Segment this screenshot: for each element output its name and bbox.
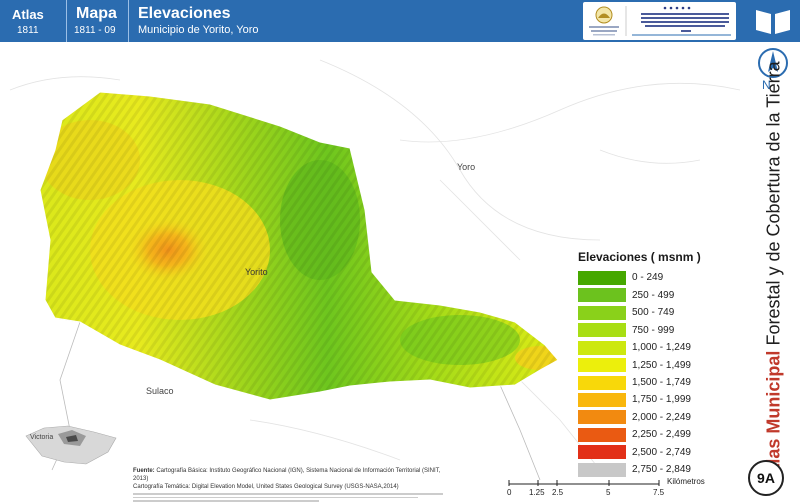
legend-swatch [578, 305, 626, 320]
vertical-title-rest: Forestal y de Cobertura de la Tierra [763, 61, 784, 351]
legend-item: 250 - 499 [578, 287, 738, 303]
legend-swatch [578, 392, 626, 407]
legend-label: 250 - 499 [632, 289, 675, 301]
legend-label: 750 - 999 [632, 324, 675, 336]
legend-label: 0 - 249 [632, 272, 664, 284]
legend-rows: 0 - 249 250 - 499 500 - 749 750 - 999 1,000 … [578, 270, 738, 478]
scale-tick-4: 7.5 [653, 488, 665, 497]
legend-swatch [578, 323, 626, 338]
legend-item: 0 - 249 [578, 270, 738, 285]
atlas-box: Atlas 1811 [0, 0, 67, 42]
elevation-map [9, 59, 741, 481]
municipality-elevation [40, 92, 558, 400]
legend-swatch [578, 358, 626, 373]
atlas-label: Atlas [12, 7, 44, 22]
place-label-yoro: Yoro [457, 162, 476, 172]
scale-tick-0: 0 [507, 488, 512, 497]
place-label-victoria: Victoria [30, 434, 54, 441]
page-subtitle: Municipio de Yorito, Yoro [138, 24, 259, 36]
inset-locator-map [25, 425, 117, 465]
map-number-badge: 9A [748, 460, 784, 496]
place-label-sulaco: Sulaco [146, 386, 174, 396]
legend-swatch [578, 340, 626, 355]
north-label: N [762, 78, 771, 92]
header-bar: Atlas 1811 Mapa 1811 - 09 Elevaciones Mu… [0, 0, 746, 42]
legend-swatch [578, 462, 626, 477]
legend-item: 1,250 - 1,499 [578, 357, 738, 373]
legend-item: 2,000 - 2,249 [578, 410, 738, 425]
legend-title: Elevaciones ( msnm ) [578, 250, 701, 264]
legend-label: 2,500 - 2,749 [632, 446, 691, 458]
legend-label: 2,000 - 2,249 [632, 411, 691, 423]
background-roads [9, 59, 741, 471]
legend-item: 2,500 - 2,749 [578, 445, 738, 460]
legend-label: 2,250 - 2,499 [632, 429, 691, 441]
source-line-1: Cartografía Básica: Instituto Geográfico… [133, 468, 441, 482]
map-number: 1811 - 09 [74, 25, 116, 36]
legend-label: 1,250 - 1,499 [632, 359, 691, 371]
legend-item: 1,000 - 1,249 [578, 340, 738, 355]
place-label-yorito: Yorito [245, 267, 268, 277]
scale-bar: Kilómetros 0 1.25 2.5 5 7.5 [505, 477, 725, 500]
scale-bar-graphic [508, 480, 660, 486]
source-line-2: Cartografía Temática: Digital Elevation … [133, 484, 399, 490]
scale-tick-2: 2.5 [552, 488, 564, 497]
legend-swatch [578, 288, 626, 303]
legend-swatch [578, 410, 626, 425]
legend-item: 2,750 - 2,849 [578, 462, 738, 477]
government-seal-icon [589, 6, 619, 36]
legend-swatch [578, 270, 626, 285]
municipality-outline [39, 91, 559, 401]
legend-item: 500 - 749 [578, 305, 738, 320]
icf-logo-icon [632, 6, 731, 36]
legend-swatch [578, 427, 626, 442]
legend-item: 2,250 - 2,499 [578, 427, 738, 442]
scale-unit: Kilómetros [667, 477, 705, 486]
legend-label: 1,500 - 1,749 [632, 377, 691, 388]
institution-logos [583, 2, 736, 40]
scale-tick-3: 5 [606, 488, 611, 497]
boundary-line [499, 384, 541, 481]
elevation-legend: Elevaciones ( msnm ) 0 - 249 250 - 499 500… [578, 250, 738, 480]
north-arrow-icon [758, 48, 788, 78]
right-side-bar: N [746, 0, 800, 500]
vertical-atlas-title: Atlas Municipal Forestal y de Cobertura … [764, 61, 785, 482]
logos-graphic [589, 6, 731, 36]
book-box [746, 0, 800, 42]
legend-swatch [578, 375, 626, 390]
legend-label: 500 - 749 [632, 307, 675, 319]
open-book-icon [756, 10, 790, 34]
legend-label: 2,750 - 2,849 [632, 464, 691, 476]
legend-label: 1,750 - 1,999 [632, 394, 691, 406]
atlas-number: 1811 [17, 25, 39, 36]
legend-swatch [578, 445, 626, 460]
legend-item: 1,750 - 1,999 [578, 392, 738, 407]
map-box: Mapa 1811 - 09 [66, 0, 129, 42]
source-text: Fuente: Cartografía Básica: Instituto Ge… [133, 467, 443, 504]
map-label: Mapa [76, 5, 117, 22]
legend-item: 1,500 - 1,749 [578, 375, 738, 390]
legend-label: 1,000 - 1,249 [632, 342, 691, 354]
technical-note-placeholder [133, 493, 443, 502]
legend-item: 750 - 999 [578, 322, 738, 338]
source-label: Fuente: [133, 468, 155, 474]
scale-tick-1: 1.25 [529, 488, 545, 497]
map-area: Yoro Yorito Sulaco Victoria [0, 42, 746, 500]
page-title: Elevaciones [138, 5, 231, 22]
